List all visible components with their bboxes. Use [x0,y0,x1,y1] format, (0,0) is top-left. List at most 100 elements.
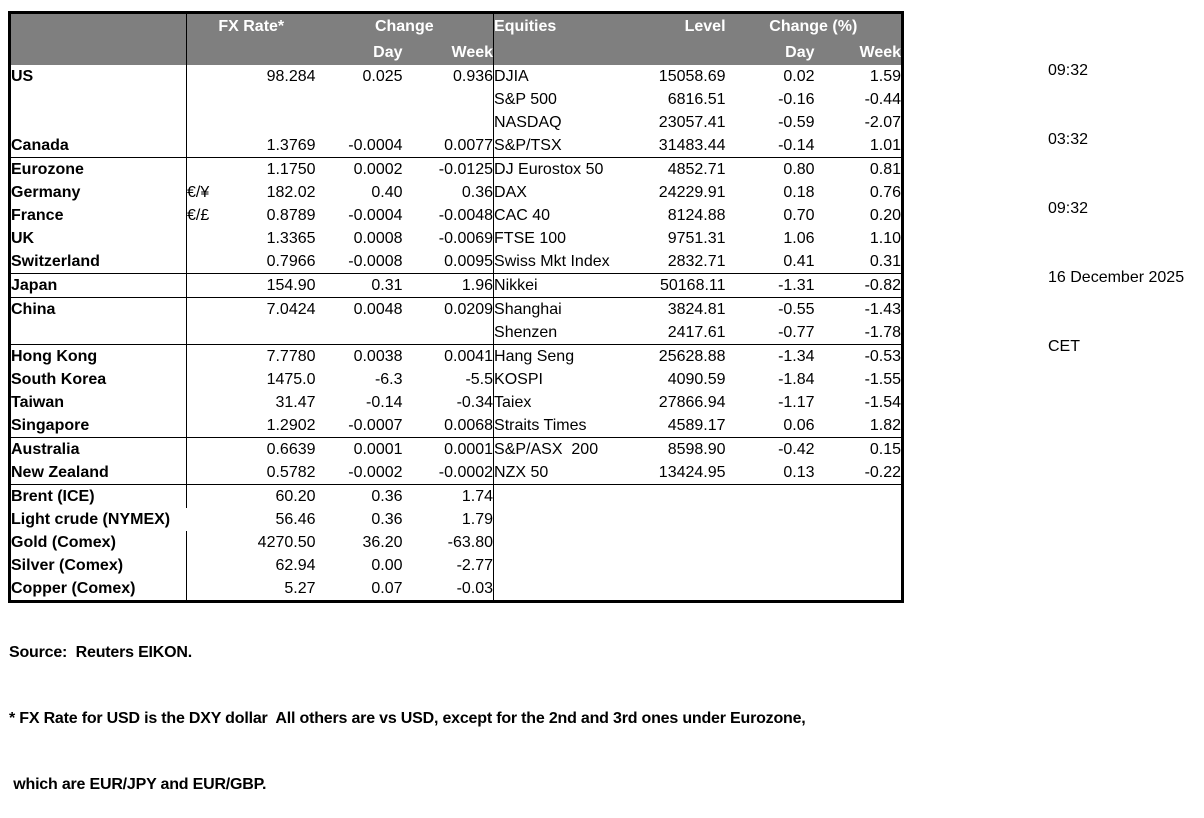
equity-day-change [726,508,815,531]
equity-week-change: -0.44 [864,91,902,108]
fx-day-change [316,321,403,345]
equity-day-change: 0.02 [783,68,815,85]
fx-day-change: 0.31 [315,273,403,298]
region-label: US [11,68,34,85]
equity-name: KOSPI [493,368,641,391]
fx-day-change: 0.00 [371,557,403,574]
table-header: FX Rate* Change Equities Level Change (%… [9,12,903,65]
table-row: Hong Kong 7.7780 0.0038 0.0041 Hang Seng… [9,344,903,368]
table-row: Shenzen 2417.61 -0.77 -1.78 [10,321,903,345]
fx-week-change: -0.0125 [402,157,494,181]
equity-week-change: -1.78 [864,324,902,341]
fx-rate-value: 154.90 [215,273,316,298]
equity-name: Nikkei [493,273,641,298]
fx-rate-value: 0.5782 [266,464,316,481]
fx-pair-label [186,531,216,554]
equity-week-change: 0.20 [869,207,902,224]
equity-week-change [815,577,903,602]
table-row: Eurozone 1.1750 0.0002 -0.0125 DJ Eurost… [9,157,903,181]
fx-day-change [316,88,403,111]
fx-pair-label [186,134,216,158]
fx-week-header: Week [402,40,494,65]
timestamp-panel: 09:32 03:32 09:32 16 December 2025 CET [1048,13,1184,381]
fx-week-change [403,88,494,111]
fx-week-change: -2.77 [456,557,494,574]
fx-rate-value: 0.8789 [266,207,316,224]
fx-rate-value [216,321,316,345]
fx-day-header: Day [315,40,403,65]
equity-name: S&P/ASX 200 [493,437,641,461]
table-row: Copper (Comex) 5.27 0.07 -0.03 [10,577,903,602]
fx-pair-label [186,250,216,274]
equity-week-change: -1.55 [864,371,902,388]
fx-day-change: 0.40 [371,184,403,201]
equity-week-change: 0.31 [869,253,902,270]
equity-name: S&P/TSX [493,134,641,158]
equity-name [493,554,641,577]
timestamp-ny: 03:32 [1048,131,1089,148]
equity-level [641,508,726,531]
fx-week-change: -0.0069 [438,230,494,247]
fx-day-change: 0.36 [371,511,403,528]
region-label: Gold (Comex) [11,534,116,551]
table-row: Silver (Comex) 62.94 0.00 -2.77 [10,554,903,577]
fx-week-change: 1.96 [402,273,494,298]
equity-level: 3824.81 [640,297,726,321]
table-row: US 98.284 0.025 0.936 DJIA 15058.69 0.02… [10,65,903,88]
equity-day-change [725,484,815,508]
equity-day-header: Day [725,40,815,65]
fx-pair-label [187,508,216,531]
equity-name: S&P 500 [493,88,641,111]
equity-name: Shenzen [493,321,641,345]
region-label: Japan [9,273,187,298]
equity-level: 4852.71 [640,157,726,181]
equity-name: NASDAQ [493,111,641,134]
fx-rate-note2: which are EUR/JPY and EUR/GBP. [9,776,267,793]
equity-day-change [726,531,815,554]
fx-pair-label [186,391,216,414]
equity-week-change: 0.81 [814,157,903,181]
equity-level: 2417.61 [667,324,726,341]
fx-rate-value: 0.7966 [266,253,316,270]
equity-week-change: -2.07 [864,114,902,131]
timezone-label: CET [1048,338,1080,355]
fx-rate-value [216,88,316,111]
table-row: Japan 154.90 0.31 1.96 Nikkei 50168.11 -… [9,273,903,298]
fx-week-change: -5.5 [465,371,494,388]
fx-pair-label [186,554,216,577]
header-blank [493,40,641,65]
region-label: New Zealand [11,464,109,481]
equity-day-change: 0.70 [783,207,815,224]
equity-week-change: 0.76 [869,184,902,201]
equity-level: 8598.90 [640,437,726,461]
fx-day-change [316,111,403,134]
fx-rate-value: 0.6639 [215,437,316,461]
equity-name: FTSE 100 [493,227,641,250]
equity-day-change: -1.84 [778,371,815,388]
equity-day-change: -0.14 [778,137,815,154]
equity-day-change: -1.31 [725,273,815,298]
equity-day-change: 0.06 [783,417,815,434]
region-label: Singapore [11,417,90,434]
equity-change-pct-header: Change (%) [725,12,903,40]
fx-rate-value: 1.3769 [266,137,316,154]
fx-day-change: -0.0002 [348,464,403,481]
equity-name: CAC 40 [493,204,641,227]
equity-level: 9751.31 [667,230,726,247]
region-label: South Korea [11,371,107,388]
equity-week-header: Week [814,40,903,65]
equity-level: 24229.91 [658,184,726,201]
region-label [10,111,187,134]
fx-pair-label [186,273,216,298]
fx-day-change: 0.36 [315,484,403,508]
region-label: Switzerland [11,253,100,270]
fx-day-change: -0.0004 [348,137,403,154]
region-label: Light crude (NYMEX) [11,511,171,528]
table-row: France €/£ 0.8789 -0.0004 -0.0048 CAC 40… [10,204,903,227]
fx-rate-value: 98.284 [266,68,316,85]
fx-pair-label [186,461,216,485]
fx-pair-label [186,157,216,181]
fx-rate-value: 56.46 [275,511,316,528]
fx-pair-label [186,227,216,250]
fx-week-change [403,321,494,345]
